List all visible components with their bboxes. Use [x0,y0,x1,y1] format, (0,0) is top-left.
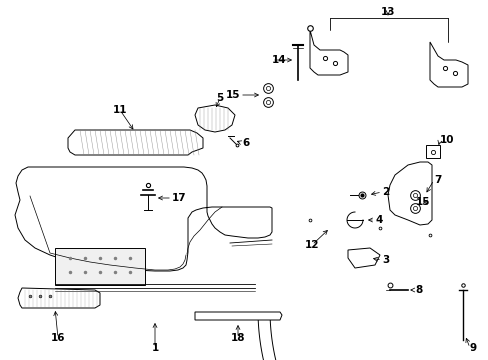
Text: 6: 6 [242,138,249,148]
Polygon shape [195,312,282,320]
Text: 14: 14 [271,55,286,65]
Polygon shape [347,248,379,268]
Text: 16: 16 [51,333,65,343]
Polygon shape [15,167,271,271]
Text: 4: 4 [374,215,382,225]
Polygon shape [387,162,431,225]
Text: 15: 15 [225,90,240,100]
Polygon shape [55,248,145,285]
Text: 10: 10 [439,135,453,145]
Text: 17: 17 [172,193,186,203]
Text: 5: 5 [216,93,223,103]
Polygon shape [18,288,100,308]
Polygon shape [425,145,439,158]
Text: 2: 2 [381,187,388,197]
Polygon shape [309,30,347,75]
Text: 1: 1 [151,343,158,353]
Polygon shape [258,318,290,360]
Polygon shape [68,130,203,155]
Text: 13: 13 [380,7,394,17]
Text: 18: 18 [230,333,245,343]
Polygon shape [429,42,467,87]
Text: 7: 7 [433,175,441,185]
Polygon shape [195,105,235,132]
Text: 8: 8 [414,285,421,295]
Text: 9: 9 [469,343,476,353]
Text: 11: 11 [113,105,127,115]
Text: 3: 3 [381,255,388,265]
Text: 15: 15 [415,197,429,207]
Text: 12: 12 [304,240,319,250]
